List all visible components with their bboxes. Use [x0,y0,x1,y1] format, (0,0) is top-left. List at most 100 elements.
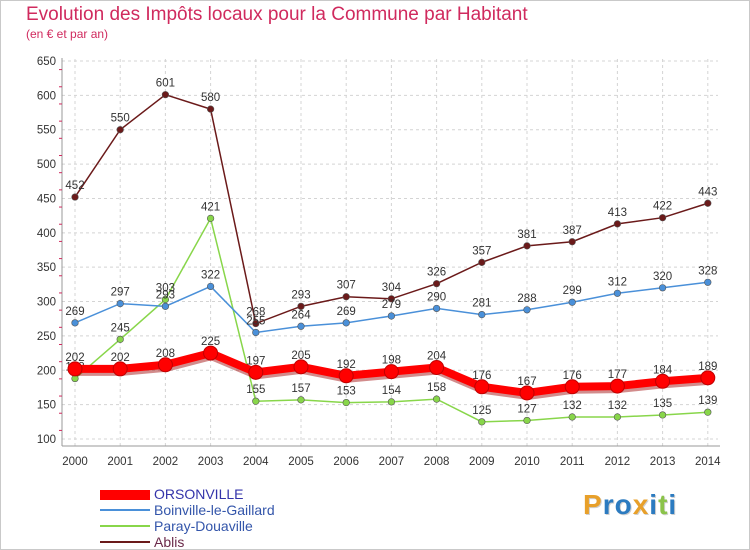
y-tick-label: 450 [37,193,56,205]
data-label: 387 [563,225,582,237]
data-label: 312 [608,276,627,288]
data-label: 381 [517,229,536,241]
data-label: 293 [156,289,175,301]
logo-letter: i [668,489,678,520]
data-point [658,411,667,419]
series-ablis: 452 550 601 580 268 293 307 304 326 357 381 387 413 4… [65,78,717,328]
x-tick-label: 2004 [243,456,269,468]
data-point [658,214,667,222]
data-point [523,306,531,314]
data-point [252,397,260,405]
data-point [342,319,350,327]
data-point [252,319,260,328]
data-point [383,364,399,380]
data-point [523,416,531,425]
x-tick-label: 2000 [62,456,88,468]
data-point [342,293,350,301]
data-label: 580 [201,92,220,104]
data-point [67,361,83,377]
data-label: 132 [563,400,582,412]
legend-swatch [100,490,150,500]
logo-letter: t [658,489,669,520]
legend-label: Boinville-le-Gaillard [154,502,275,518]
data-point [157,357,173,373]
data-point [613,413,622,421]
data-point [568,298,576,306]
data-label: 264 [291,309,311,321]
logo-letter: P [583,489,603,520]
y-tick-label: 100 [37,434,56,446]
data-label: 413 [608,207,627,219]
data-point [609,378,625,394]
data-point [655,373,671,389]
x-tick-label: 2014 [695,456,721,468]
data-label: 184 [653,364,673,376]
data-point [387,398,396,406]
data-point [252,328,260,337]
data-label: 202 [111,352,130,364]
data-label: 157 [291,383,310,395]
data-label: 268 [246,307,265,319]
data-point [297,302,305,310]
data-label: 189 [698,361,717,373]
data-label: 176 [563,370,582,382]
data-label: 297 [111,287,130,299]
grid [62,59,718,446]
x-tick-label: 2009 [469,456,495,468]
data-point [568,238,576,246]
logo-letter: x [632,489,650,520]
data-point [116,300,124,308]
data-label: 198 [382,355,401,367]
data-point [207,282,215,291]
y-tick-label: 550 [37,125,56,137]
data-label: 281 [472,298,491,310]
data-label: 269 [337,306,356,318]
data-label: 293 [291,289,310,301]
data-label: 192 [337,359,356,371]
data-label: 245 [111,322,130,334]
data-point [704,278,712,286]
data-label: 320 [653,271,672,283]
data-label: 255 [246,315,265,327]
y-tick-label: 500 [37,159,56,171]
data-point [71,319,79,327]
data-point [248,364,264,380]
y-tick-label: 150 [37,400,56,412]
data-label: 197 [246,355,265,367]
data-point [478,311,486,319]
legend-swatch [100,525,150,527]
data-point [433,395,441,403]
data-point [297,396,305,404]
x-tick-label: 2007 [379,456,405,468]
data-label: 299 [563,285,582,297]
logo-letter: o [614,489,633,520]
data-label: 176 [472,370,491,382]
legend-item: Paray-Douaville [100,518,360,534]
y-tick-label: 600 [37,90,56,102]
legend-item: ORSONVILLE [100,486,360,502]
data-point [658,284,667,292]
data-point [478,418,486,426]
data-label: 279 [382,299,401,311]
data-point [342,398,350,407]
legend-swatch [100,541,150,543]
data-point [116,126,124,134]
x-tick-label: 2003 [198,456,224,468]
data-point [704,199,712,207]
x-tick-label: 2005 [288,456,314,468]
data-point [433,280,441,288]
y-tick-label: 200 [37,365,56,377]
data-label: 177 [608,369,627,381]
data-label: 601 [156,78,175,90]
data-point [112,361,128,377]
series-orsonville: 202 202 208 225 197 205 192 198 204 176 167 176 177 1… [65,336,717,401]
data-label: 269 [65,306,84,318]
logo-letter: i [649,489,659,520]
data-label: 127 [517,403,536,415]
data-point [161,91,169,99]
x-tick-label: 2001 [107,456,133,468]
data-point [564,379,580,395]
data-point [387,295,396,303]
legend-label: Ablis [154,534,185,550]
y-tick-label: 650 [37,56,56,68]
